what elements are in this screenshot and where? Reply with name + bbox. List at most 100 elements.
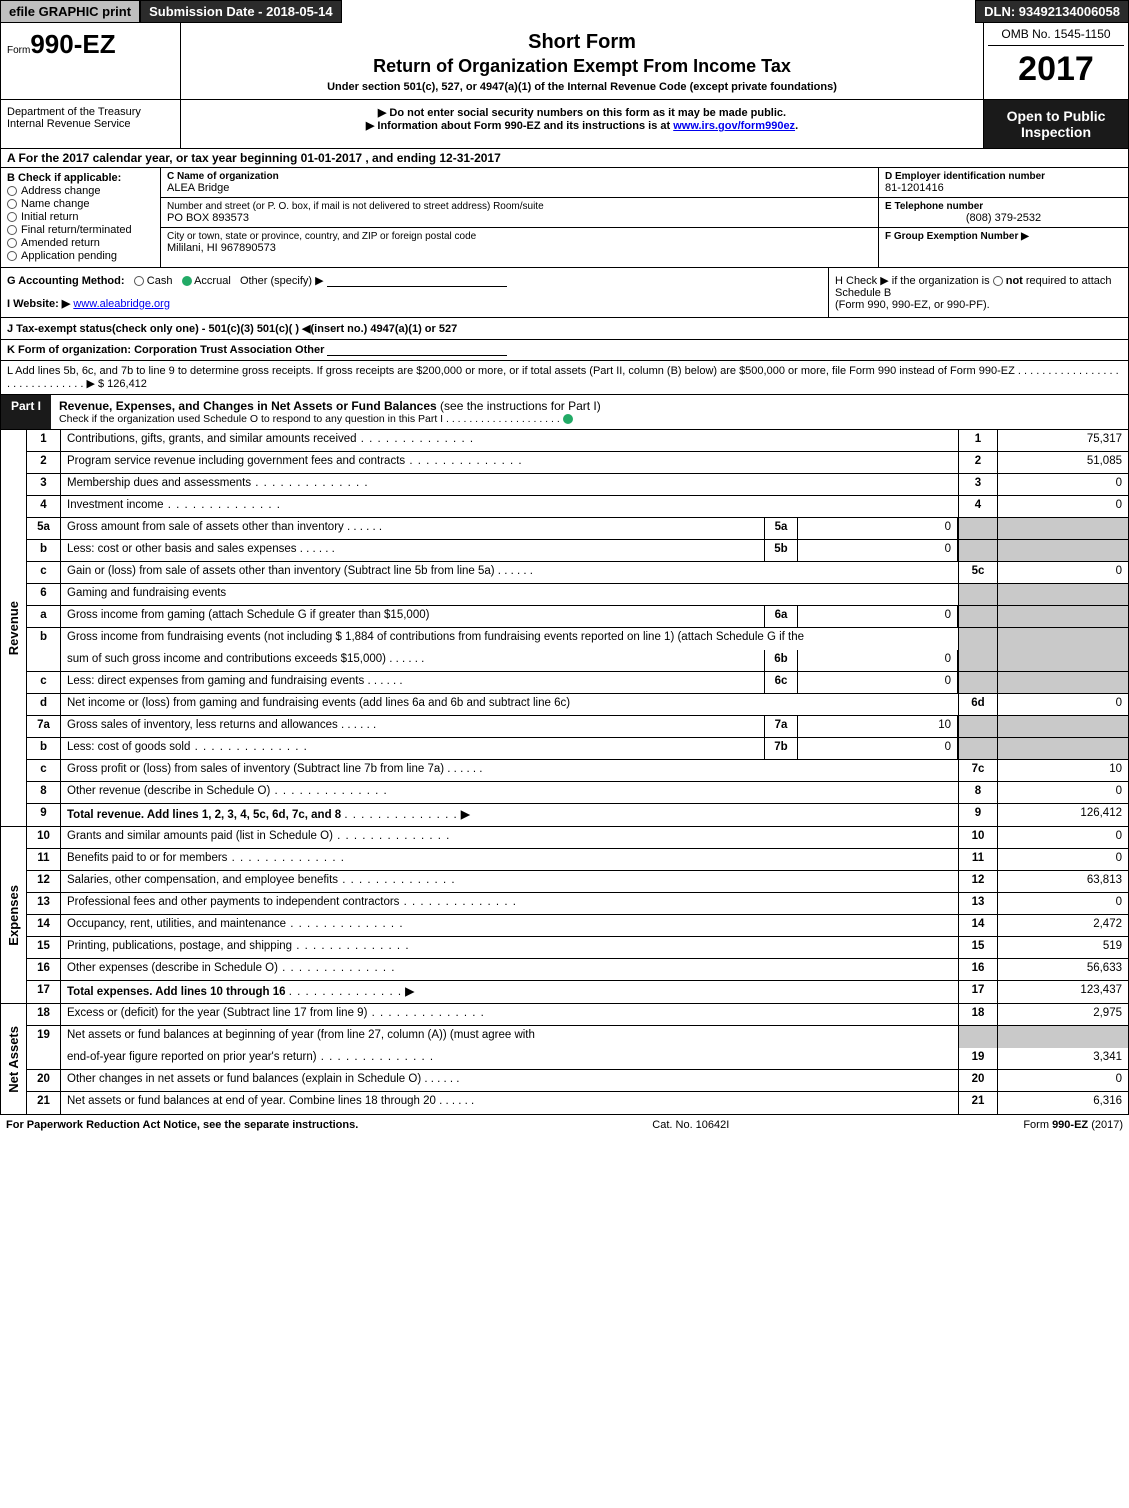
line-6d: d Net income or (loss) from gaming and f… [27, 694, 1128, 716]
city-row: City or town, state or province, country… [161, 228, 878, 257]
line-6: 6 Gaming and fundraising events [27, 584, 1128, 606]
line-text: Benefits paid to or for members [61, 849, 958, 870]
line-5c: c Gain or (loss) from sale of assets oth… [27, 562, 1128, 584]
website-link[interactable]: www.aleabridge.org [73, 298, 170, 310]
title-right: OMB No. 1545-1150 2017 [983, 23, 1128, 99]
line-text: Gross income from fundraising events (no… [61, 628, 958, 650]
title-block: Form990-EZ Short Form Return of Organiza… [0, 23, 1129, 100]
cash-radio[interactable] [134, 276, 144, 286]
line-text: Membership dues and assessments [61, 474, 958, 495]
chk-label: Amended return [21, 237, 100, 249]
line-text: Excess or (deficit) for the year (Subtra… [61, 1004, 958, 1025]
line-text: Total expenses. Add lines 10 through 16 … [61, 981, 958, 1003]
h-radio[interactable] [993, 276, 1003, 286]
info-line: ▶ Information about Form 990-EZ and its … [191, 119, 973, 132]
result-val: 10 [998, 760, 1128, 781]
line-text: Gross profit or (loss) from sales of inv… [61, 760, 958, 781]
k-other-blank[interactable] [327, 344, 507, 356]
d-cell: D Employer identification number 81-1201… [879, 168, 1128, 198]
result-num-shaded [958, 540, 998, 561]
chk-label: Initial return [21, 211, 78, 223]
line-text: Less: direct expenses from gaming and fu… [61, 672, 764, 693]
section-b-checkboxes: B Check if applicable: Address change Na… [1, 168, 161, 267]
result-val-shaded [998, 540, 1128, 561]
city-state-zip: Mililani, HI 967890573 [167, 242, 872, 254]
result-num-shaded [958, 650, 998, 671]
expenses-label: Expenses [6, 885, 21, 946]
line-num: c [27, 760, 61, 781]
dln-button[interactable]: DLN: 93492134006058 [975, 0, 1129, 23]
line-19: 19Net assets or fund balances at beginni… [27, 1026, 1128, 1048]
city-label: City or town, state or province, country… [167, 231, 872, 242]
result-num: 9 [958, 804, 998, 826]
sub-line-num: 5b [764, 540, 798, 561]
line-4: 4 Investment income 4 0 [27, 496, 1128, 518]
radio-icon[interactable] [7, 199, 17, 209]
accrual-radio[interactable] [182, 276, 192, 286]
arrow-icon: ▶ [461, 809, 470, 821]
f-cell: F Group Exemption Number ▶ [879, 228, 1128, 245]
line-text: Occupancy, rent, utilities, and maintena… [61, 915, 958, 936]
schedule-o-check[interactable] [563, 414, 573, 424]
line-text: Other changes in net assets or fund bala… [61, 1070, 958, 1091]
line-6b-cont: sum of such gross income and contributio… [27, 650, 1128, 672]
other-specify-blank[interactable] [327, 275, 507, 287]
result-num: 2 [958, 452, 998, 473]
result-val-shaded [998, 628, 1128, 650]
instructions-cell: ▶ Do not enter social security numbers o… [181, 100, 983, 148]
arrow-icon: ▶ [405, 986, 414, 998]
sub-line-val: 0 [798, 606, 958, 627]
section-c-name-address: C Name of organization ALEA Bridge Numbe… [161, 168, 878, 267]
form-number: 990-EZ [30, 29, 115, 59]
dots [289, 986, 402, 998]
line-3: 3 Membership dues and assessments 3 0 [27, 474, 1128, 496]
line-num: 6 [27, 584, 61, 605]
addr-label: Number and street (or P. O. box, if mail… [167, 201, 872, 212]
radio-icon[interactable] [7, 212, 17, 222]
under-section-text: Under section 501(c), 527, or 4947(a)(1)… [191, 81, 973, 93]
line-num: 3 [27, 474, 61, 495]
line-5a: 5a Gross amount from sale of assets othe… [27, 518, 1128, 540]
result-val-shaded [998, 716, 1128, 737]
submission-date-button[interactable]: Submission Date - 2018-05-14 [140, 0, 342, 23]
line-num: 20 [27, 1070, 61, 1091]
result-val-shaded [998, 650, 1128, 671]
revenue-vlabel: Revenue [1, 430, 27, 826]
result-num: 17 [958, 981, 998, 1003]
line-num: b [27, 738, 61, 759]
sub-line-val: 0 [798, 650, 958, 671]
line-7c: c Gross profit or (loss) from sales of i… [27, 760, 1128, 782]
radio-icon[interactable] [7, 238, 17, 248]
line-num: 16 [27, 959, 61, 980]
radio-icon[interactable] [7, 186, 17, 196]
g-label: G Accounting Method: [7, 275, 125, 287]
result-num: 19 [958, 1048, 998, 1069]
e-cell: E Telephone number (808) 379-2532 [879, 198, 1128, 228]
accrual-label: Accrual [194, 275, 231, 287]
radio-icon[interactable] [7, 225, 17, 235]
h-text1: H Check ▶ if the organization is [835, 275, 993, 287]
line-text: Printing, publications, postage, and shi… [61, 937, 958, 958]
street-address: PO BOX 893573 [167, 212, 872, 224]
chk-initial-return: Initial return [7, 211, 154, 223]
part-1-tag: Part I [1, 395, 51, 429]
line-num: 9 [27, 804, 61, 826]
line-num [27, 1048, 61, 1069]
main-title: Return of Organization Exempt From Incom… [191, 56, 973, 77]
i-label: I Website: ▶ [7, 298, 70, 310]
line-num: 21 [27, 1092, 61, 1114]
result-num-shaded [958, 1026, 998, 1048]
efile-print-button[interactable]: efile GRAPHIC print [0, 0, 140, 23]
result-val: 0 [998, 849, 1128, 870]
line-13: 13Professional fees and other payments t… [27, 893, 1128, 915]
line-7b: b Less: cost of goods sold 7b 0 [27, 738, 1128, 760]
header-bar: efile GRAPHIC print Submission Date - 20… [0, 0, 1129, 23]
result-num-shaded [958, 738, 998, 759]
line-num: c [27, 562, 61, 583]
h-text3: (Form 990, 990-EZ, or 990-PF). [835, 299, 1122, 311]
line-num [27, 650, 61, 671]
irs-link[interactable]: www.irs.gov/form990ez [673, 120, 795, 132]
result-val: 0 [998, 782, 1128, 803]
line-text: Professional fees and other payments to … [61, 893, 958, 914]
radio-icon[interactable] [7, 251, 17, 261]
